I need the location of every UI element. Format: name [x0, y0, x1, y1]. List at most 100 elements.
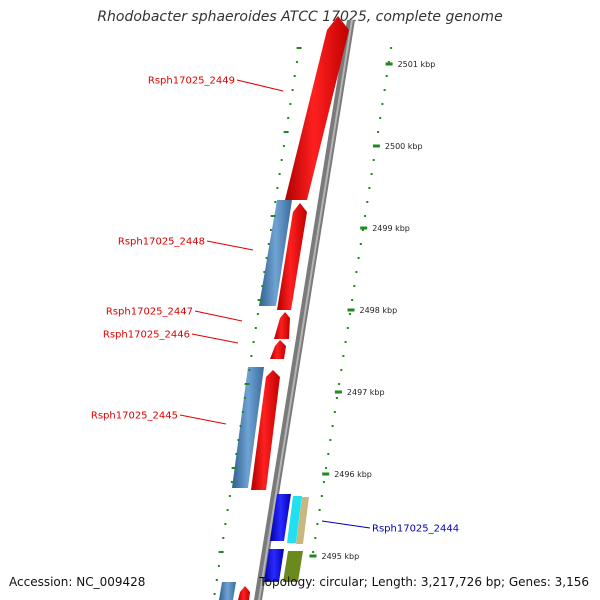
track-dot: [283, 131, 289, 133]
track-dot: [325, 467, 328, 469]
track-dot: [333, 411, 336, 413]
track-dot: [218, 551, 224, 553]
gene-rsph17025-2449[interactable]: [285, 16, 349, 200]
gene-cyan[interactable]: [287, 496, 302, 543]
gene-label-leader: [191, 333, 239, 344]
track-dot: [366, 201, 369, 203]
track-dot: [390, 47, 393, 49]
track-dot: [340, 369, 343, 371]
track-dot: [364, 215, 367, 217]
kbp-tick-label: 2496 kbp: [334, 470, 372, 479]
track-dot: [327, 453, 330, 455]
gene-label[interactable]: Rsph17025_2449: [148, 76, 235, 87]
track-dot: [224, 523, 227, 525]
gene-blue-2445[interactable]: [232, 367, 264, 488]
track-dot: [263, 271, 266, 273]
track-dot: [353, 285, 356, 287]
gene-rsph17025-2444[interactable]: [270, 494, 291, 541]
track-dot: [295, 61, 298, 63]
kbp-tick-label: 2497 kbp: [347, 388, 385, 397]
track-dot: [348, 313, 351, 315]
track-dot: [291, 89, 294, 91]
track-dot: [381, 103, 384, 105]
track-dot: [226, 509, 229, 511]
track-dot: [318, 509, 321, 511]
track-dot: [344, 341, 347, 343]
track-dot: [379, 117, 382, 119]
gene-rsph17025-2445[interactable]: [251, 370, 280, 490]
coordinate-ticks: 2501 kbp 2500 kbp 2499 kbp 2498 kbp 2497 kbp…: [213, 47, 436, 595]
track-dot: [252, 341, 255, 343]
kbp-tick: [309, 554, 317, 558]
track-dot: [256, 313, 259, 315]
track-dot: [322, 481, 325, 483]
track-dot: [244, 383, 250, 385]
track-dot: [230, 481, 233, 483]
track-dot: [269, 229, 272, 231]
kbp-tick: [372, 144, 380, 148]
gene-label-leader: [179, 414, 227, 425]
kbp-tick: [322, 472, 330, 476]
gene-label[interactable]: Rsph17025_2444: [372, 524, 459, 535]
track-dot: [235, 453, 238, 455]
track-dot: [329, 439, 332, 441]
track-dot: [231, 467, 237, 469]
track-dot: [267, 243, 270, 245]
gene-olive[interactable]: [283, 551, 303, 582]
track-dot: [331, 425, 334, 427]
track-dot: [372, 159, 375, 161]
topology-summary: Topology: circular; Length: 3,217,726 bp…: [259, 575, 589, 589]
gene-label[interactable]: Rsph17025_2447: [106, 307, 193, 318]
gene-tan[interactable]: [296, 497, 309, 544]
kbp-tick: [385, 62, 393, 66]
gene-blue-lower[interactable]: [264, 549, 284, 582]
gene-label-leader: [206, 240, 254, 251]
gene-blue-bottom[interactable]: [219, 582, 236, 600]
track-dot: [314, 537, 317, 539]
track-dot: [387, 61, 390, 63]
track-dot: [280, 159, 283, 161]
gene-label[interactable]: Rsph17025_2445: [91, 411, 178, 422]
track-dot: [257, 299, 263, 301]
track-dot: [250, 355, 253, 357]
track-dot: [215, 579, 218, 581]
track-dot: [276, 187, 279, 189]
track-dot: [312, 551, 315, 553]
gene-label[interactable]: Rsph17025_2448: [118, 237, 205, 248]
track-dot: [274, 201, 277, 203]
track-dot: [254, 327, 257, 329]
track-dot: [346, 327, 349, 329]
track-dot: [338, 383, 341, 385]
track-dot: [287, 117, 290, 119]
track-dot: [270, 215, 276, 217]
track-dot: [261, 285, 264, 287]
track-dot: [351, 299, 354, 301]
track-dot: [359, 243, 362, 245]
kbp-tick: [347, 308, 355, 312]
track-dot: [342, 355, 345, 357]
kbp-tick-label: 2501 kbp: [398, 60, 436, 69]
track-dot: [241, 411, 244, 413]
track-dot: [370, 173, 373, 175]
accession-label: Accession: NC_009428: [9, 575, 146, 589]
track-dot: [243, 397, 246, 399]
track-dot: [383, 89, 386, 91]
track-dot: [265, 257, 268, 259]
track-dot: [357, 257, 360, 259]
track-dot: [239, 425, 242, 427]
gene-red-bottom[interactable]: [238, 586, 250, 600]
gene-rsph17025-2446[interactable]: [270, 340, 286, 359]
kbp-tick-label: 2498 kbp: [360, 306, 398, 315]
gene-rsph17025-2448[interactable]: [277, 203, 307, 310]
track-dot: [248, 369, 251, 371]
gene-label[interactable]: Rsph17025_2446: [103, 330, 190, 341]
track-dot: [296, 47, 302, 49]
track-dot: [361, 229, 364, 231]
kbp-tick-label: 2499 kbp: [372, 224, 410, 233]
track-dot: [282, 145, 285, 147]
gene-rsph17025-2447[interactable]: [274, 312, 290, 339]
kbp-tick: [360, 226, 368, 230]
genome-title: Rhodobacter sphaeroides ATCC 17025, comp…: [97, 9, 503, 25]
gene-blue-2448[interactable]: [259, 200, 292, 306]
